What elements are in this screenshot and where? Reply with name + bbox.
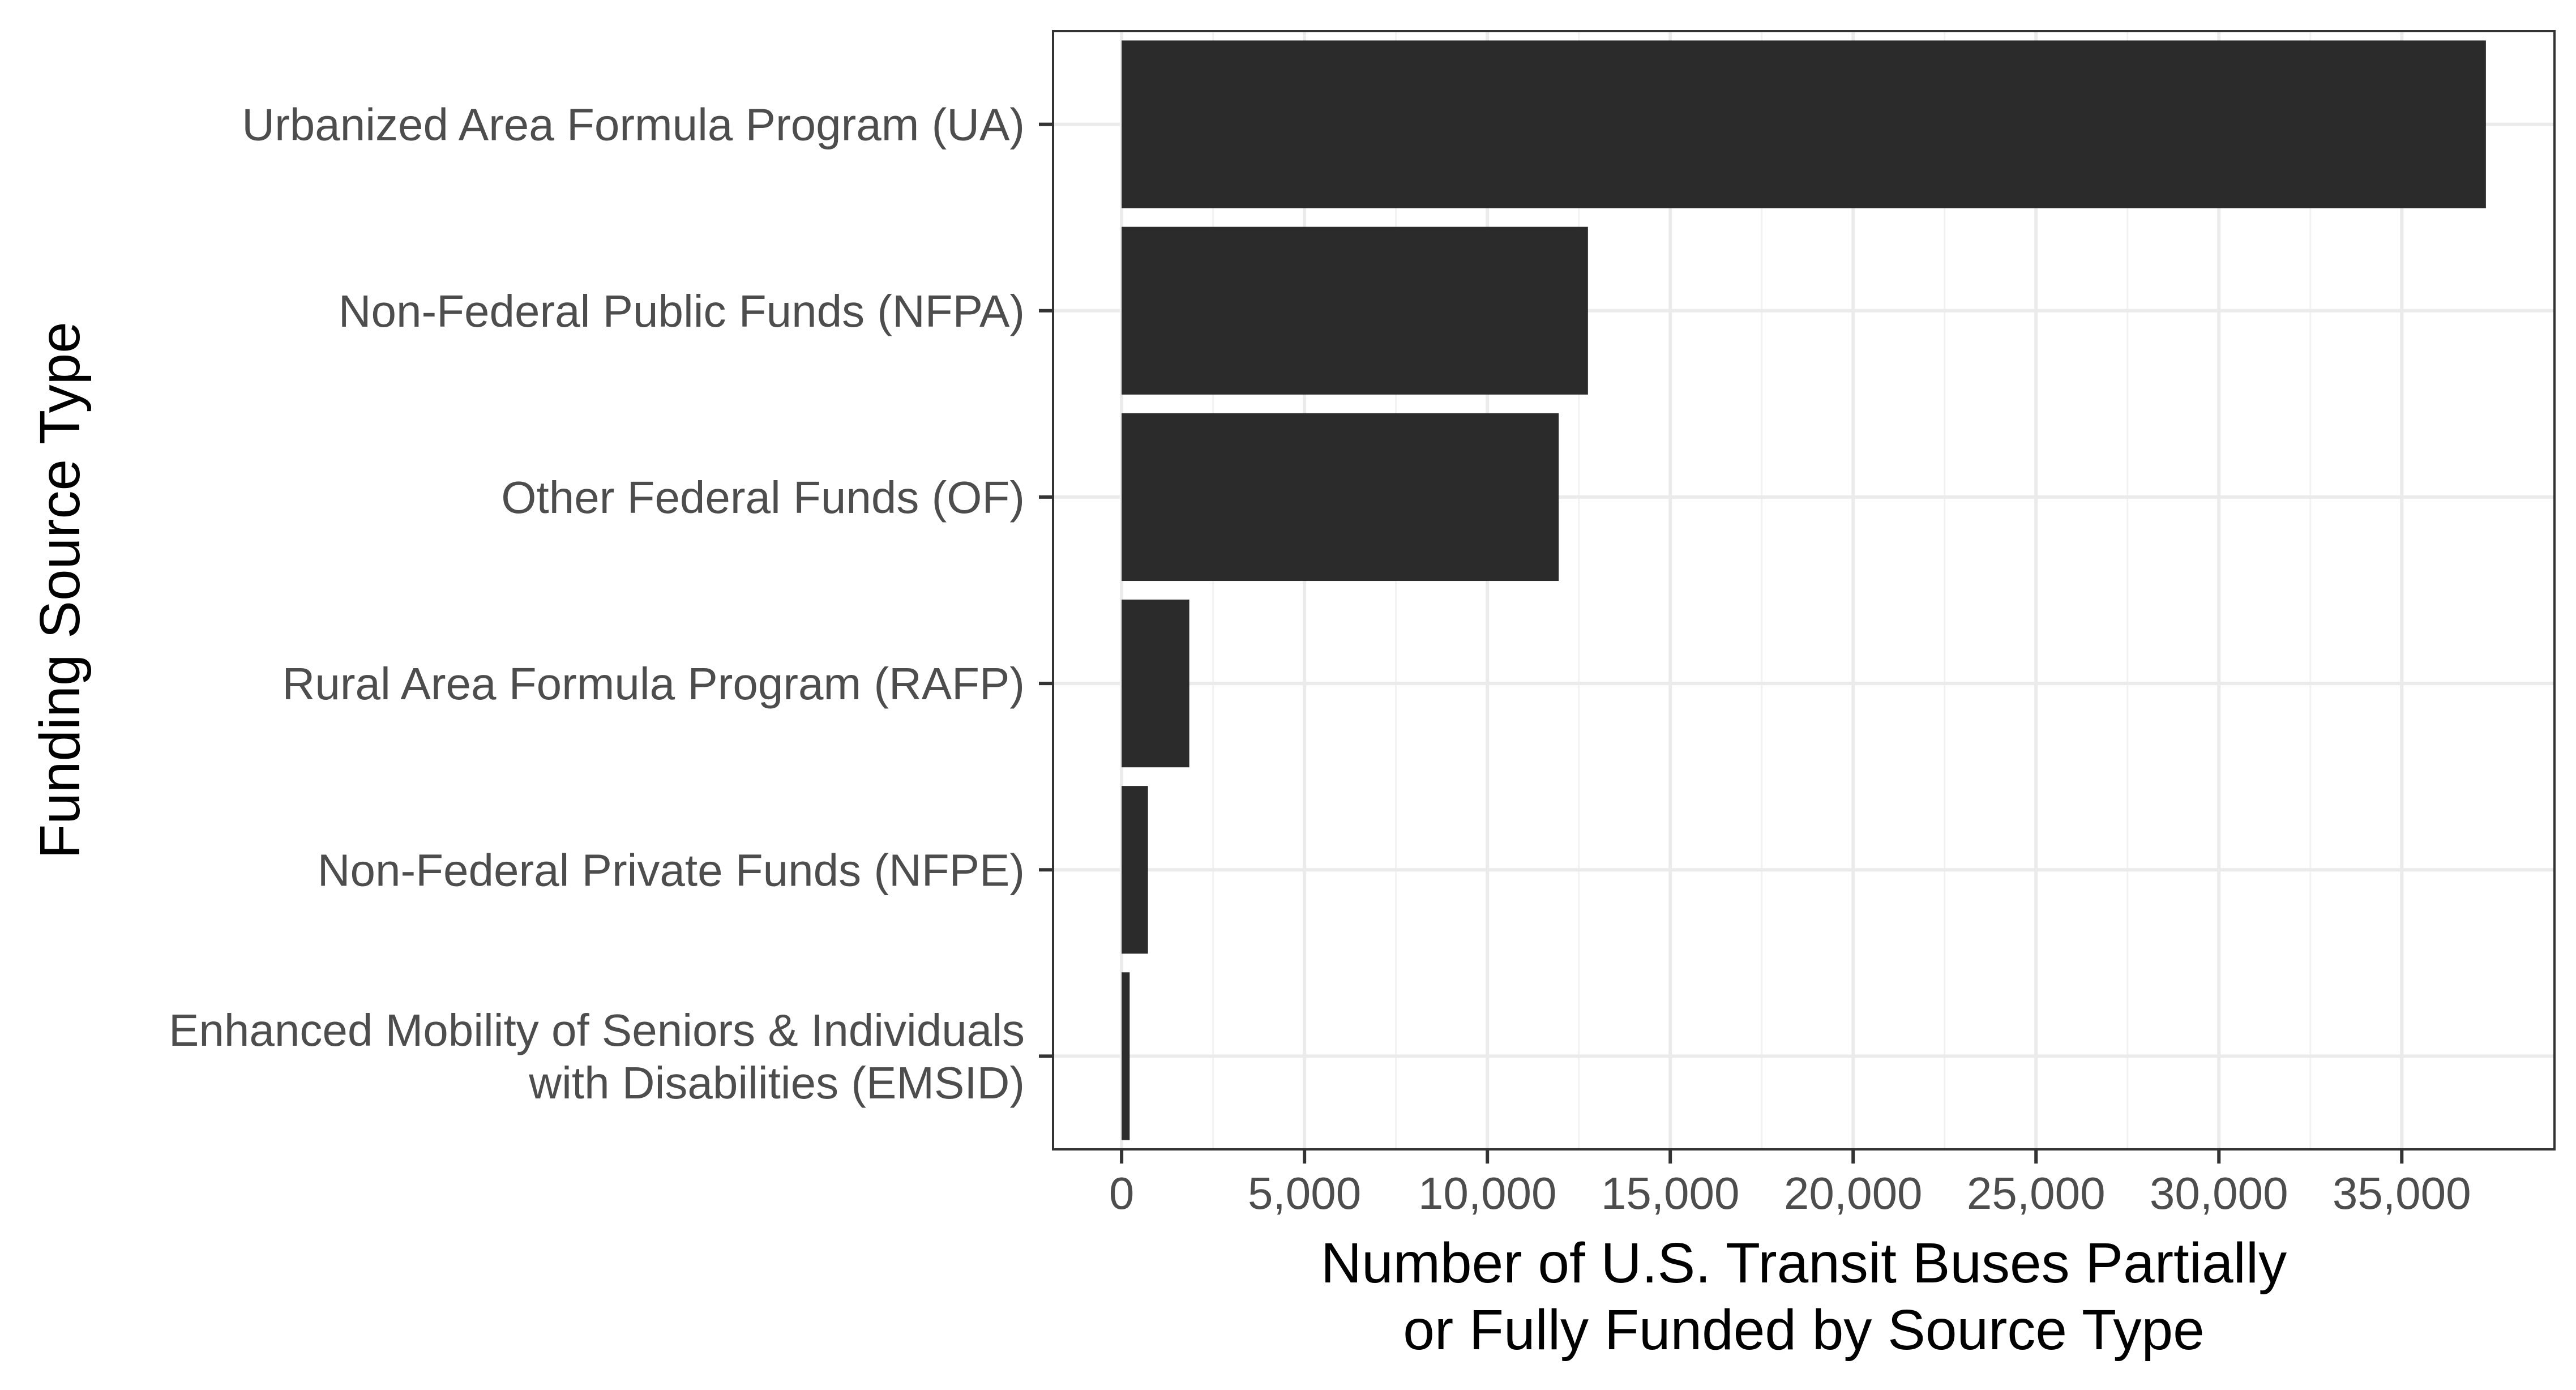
y-tick-label: Other Federal Funds (OF) xyxy=(501,472,1025,523)
y-tick-label-line: Non-Federal Public Funds (NFPA) xyxy=(339,286,1025,336)
y-axis-title: Funding Source Type xyxy=(28,322,92,859)
y-tick-label: Urbanized Area Formula Program (UA) xyxy=(242,100,1025,150)
x-tick-label: 35,000 xyxy=(2333,1168,2471,1218)
x-tick-label: 10,000 xyxy=(1418,1168,1557,1218)
grid-lines xyxy=(1053,31,2554,1149)
bar xyxy=(1122,786,1148,954)
bar xyxy=(1122,413,1559,581)
y-tick-label-line: Non-Federal Private Funds (NFPE) xyxy=(318,845,1025,895)
x-tick-label: 0 xyxy=(1109,1168,1135,1218)
y-tick-label: Rural Area Formula Program (RAFP) xyxy=(283,658,1025,709)
x-axis-ticks: 0 5,000 10,000 15,000 20,000 25,000 30,000 35,0… xyxy=(1109,1149,2471,1218)
x-tick-label: 15,000 xyxy=(1601,1168,1740,1218)
x-axis-title-line: Number of U.S. Transit Buses Partially xyxy=(1321,1231,2287,1295)
y-tick-label-line: Enhanced Mobility of Seniors & Individua… xyxy=(169,1005,1025,1055)
panel-border xyxy=(1052,30,2556,1151)
y-axis-ticks: Urbanized Area Formula Program (UA) Non-F… xyxy=(169,100,1053,1108)
x-tick-label: 5,000 xyxy=(1248,1168,1361,1218)
y-tick-label: Enhanced Mobility of Seniors & Individua… xyxy=(169,1005,1025,1108)
y-tick-label: Non-Federal Public Funds (NFPA) xyxy=(339,286,1025,336)
y-tick-label: Non-Federal Private Funds (NFPE) xyxy=(318,845,1025,895)
y-tick-label-line: Other Federal Funds (OF) xyxy=(501,472,1025,523)
bar xyxy=(1122,40,2486,208)
x-tick-label: 25,000 xyxy=(1967,1168,2106,1218)
x-axis-title: Number of U.S. Transit Buses Partially or… xyxy=(1321,1231,2287,1362)
bar xyxy=(1122,599,1189,768)
x-axis-title-line: or Fully Funded by Source Type xyxy=(1403,1298,2205,1362)
y-tick-label-line: with Disabilities (EMSID) xyxy=(528,1058,1025,1108)
bar xyxy=(1122,972,1130,1140)
bar xyxy=(1122,226,1588,395)
x-tick-label: 30,000 xyxy=(2150,1168,2288,1218)
bars xyxy=(1122,40,2486,1140)
y-tick-label-line: Urbanized Area Formula Program (UA) xyxy=(242,100,1025,150)
y-tick-label-line: Rural Area Formula Program (RAFP) xyxy=(283,658,1025,709)
x-tick-label: 20,000 xyxy=(1784,1168,1923,1218)
